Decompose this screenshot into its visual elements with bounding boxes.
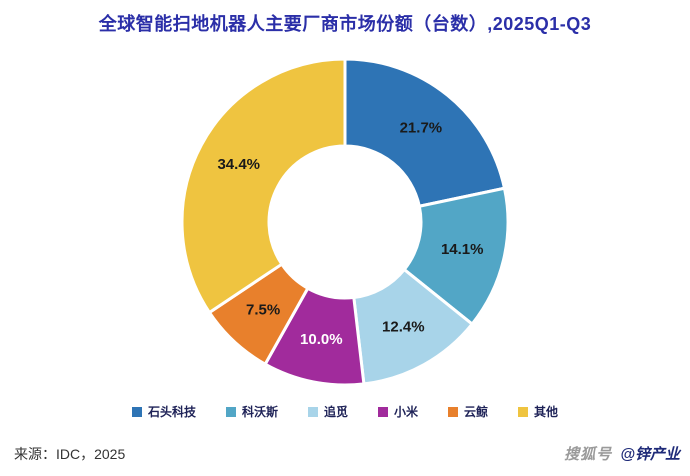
legend-marker-icon	[225, 406, 236, 417]
legend-marker-icon	[131, 406, 142, 417]
legend-item-3: 小米	[378, 403, 418, 420]
watermark: 搜狐号 @锌产业	[564, 443, 680, 464]
slice-label-1: 14.1%	[441, 241, 484, 258]
legend-item-2: 追觅	[307, 403, 348, 420]
chart-title: 全球智能扫地机器人主要厂商市场份额（台数）,2025Q1-Q3	[98, 14, 592, 34]
slice-label-3: 10.0%	[300, 331, 343, 348]
legend-label: 追觅	[323, 405, 348, 419]
legend-label: 其他	[534, 405, 559, 419]
legend-marker-icon	[448, 406, 459, 417]
legend-marker-icon	[378, 406, 388, 417]
legend-item-5: 其他	[518, 403, 558, 420]
legend-label: 小米	[394, 405, 419, 419]
legend-label: 云鲸	[464, 405, 489, 419]
source-label: 来源：IDC，2025	[14, 445, 126, 462]
donut-segment-0	[343, 57, 506, 208]
legend-marker-icon	[518, 406, 529, 417]
watermark-platform: 搜狐号	[564, 446, 613, 463]
legend-marker-icon	[307, 406, 318, 417]
legend-label: 科沃斯	[241, 405, 278, 419]
donut-segment-5	[180, 57, 347, 314]
legend-item-1: 科沃斯	[225, 403, 278, 420]
chart-legend: 石头科技 科沃斯 追觅 小米 云鲸 其他	[0, 403, 690, 420]
legend-label: 石头科技	[147, 405, 196, 419]
legend-item-4: 云鲸	[448, 403, 488, 420]
legend-item-0: 石头科技	[131, 403, 196, 420]
footer: 来源：IDC，2025 搜狐号 @锌产业	[14, 443, 680, 464]
watermark-account: @锌产业	[620, 446, 680, 463]
slice-label-4: 7.5%	[246, 301, 280, 318]
slice-label-0: 21.7%	[400, 119, 443, 136]
slice-label-2: 12.4%	[382, 318, 425, 335]
slice-label-5: 34.4%	[217, 156, 260, 173]
donut-chart: 21.7% 14.1% 12.4% 10.0% 7.5% 34.4%	[180, 57, 510, 387]
